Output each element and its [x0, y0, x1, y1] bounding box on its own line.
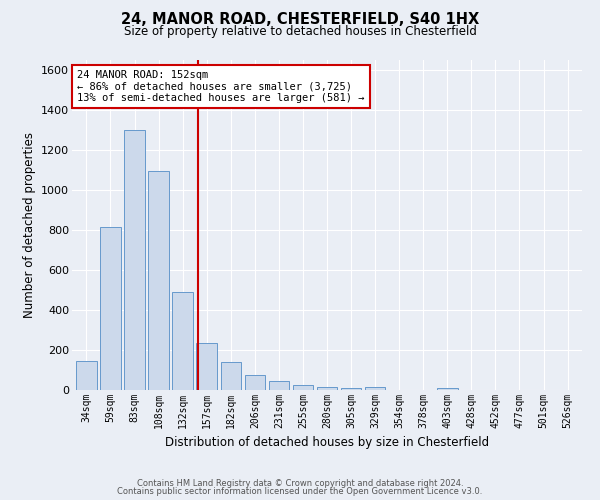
Text: 24 MANOR ROAD: 152sqm
← 86% of detached houses are smaller (3,725)
13% of semi-d: 24 MANOR ROAD: 152sqm ← 86% of detached … [77, 70, 365, 103]
Bar [148, 171, 169, 390]
Bar [317, 387, 337, 390]
Bar [172, 292, 193, 390]
Bar [100, 227, 121, 390]
Y-axis label: Number of detached properties: Number of detached properties [23, 132, 35, 318]
Text: Contains public sector information licensed under the Open Government Licence v3: Contains public sector information licen… [118, 487, 482, 496]
Bar [196, 343, 217, 390]
Bar [437, 388, 458, 390]
Text: Size of property relative to detached houses in Chesterfield: Size of property relative to detached ho… [124, 25, 476, 38]
Bar [221, 362, 241, 390]
Bar [76, 361, 97, 390]
Bar [245, 375, 265, 390]
Text: Contains HM Land Registry data © Crown copyright and database right 2024.: Contains HM Land Registry data © Crown c… [137, 478, 463, 488]
Bar [365, 388, 385, 390]
Bar [341, 388, 361, 390]
Bar [293, 385, 313, 390]
Bar [124, 130, 145, 390]
X-axis label: Distribution of detached houses by size in Chesterfield: Distribution of detached houses by size … [165, 436, 489, 450]
Bar [269, 381, 289, 390]
Text: 24, MANOR ROAD, CHESTERFIELD, S40 1HX: 24, MANOR ROAD, CHESTERFIELD, S40 1HX [121, 12, 479, 28]
